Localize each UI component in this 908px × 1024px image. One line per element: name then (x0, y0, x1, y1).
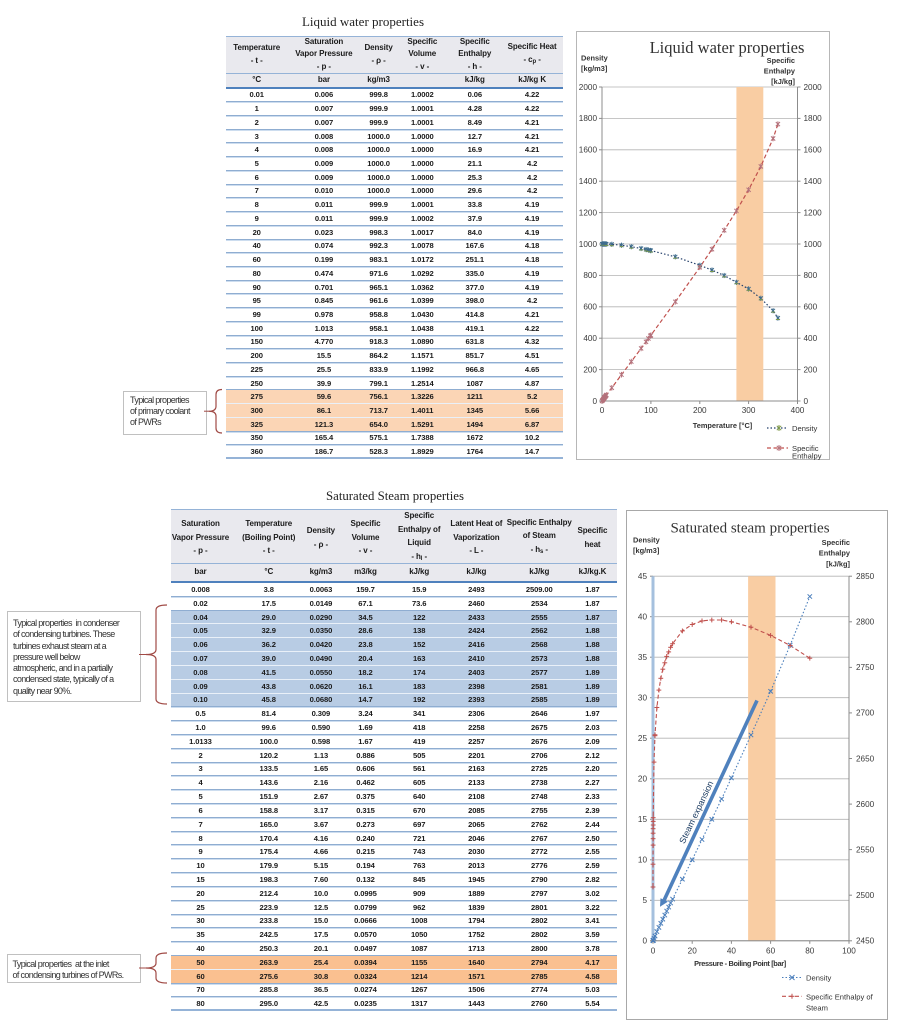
svg-text:Liquid water properties: Liquid water properties (650, 38, 805, 57)
svg-text:200: 200 (804, 365, 818, 374)
svg-text:[kJ/kg]: [kJ/kg] (826, 559, 850, 568)
svg-text:Density: Density (792, 424, 818, 433)
svg-text:Saturated steam properties: Saturated steam properties (670, 520, 829, 536)
svg-text:400: 400 (583, 334, 597, 343)
svg-text:0: 0 (651, 946, 656, 955)
svg-text:2600: 2600 (856, 799, 875, 808)
svg-text:1200: 1200 (579, 208, 598, 217)
svg-text:0: 0 (592, 397, 597, 406)
svg-text:1000: 1000 (804, 240, 823, 249)
svg-text:Steam: Steam (806, 1003, 828, 1012)
svg-text:2000: 2000 (804, 83, 823, 92)
svg-text:Enthalpy: Enthalpy (819, 548, 851, 557)
svg-text:1400: 1400 (804, 177, 823, 186)
svg-text:1600: 1600 (804, 146, 823, 155)
svg-text:20: 20 (638, 774, 648, 783)
svg-text:2750: 2750 (856, 663, 875, 672)
svg-text:200: 200 (583, 365, 597, 374)
svg-text:Enthalpy: Enthalpy (792, 452, 822, 461)
svg-text:15: 15 (638, 815, 648, 824)
svg-text:5: 5 (642, 896, 647, 905)
svg-text:Temperature [°C]: Temperature [°C] (693, 421, 753, 430)
svg-text:2550: 2550 (856, 845, 875, 854)
svg-text:1200: 1200 (804, 208, 823, 217)
svg-text:400: 400 (791, 406, 805, 415)
svg-text:300: 300 (742, 406, 756, 415)
svg-text:100: 100 (842, 946, 856, 955)
svg-text:[kJ/kg]: [kJ/kg] (771, 77, 795, 86)
svg-text:0: 0 (600, 406, 605, 415)
svg-text:Specific Enthalpy of: Specific Enthalpy of (806, 992, 874, 1001)
svg-text:35: 35 (638, 653, 648, 662)
svg-text:2000: 2000 (579, 83, 598, 92)
svg-text:1600: 1600 (579, 146, 598, 155)
svg-text:800: 800 (583, 271, 597, 280)
svg-text:2800: 2800 (856, 617, 875, 626)
svg-text:[kg/m3]: [kg/m3] (633, 546, 660, 555)
svg-text:800: 800 (804, 271, 818, 280)
svg-text:Density: Density (633, 535, 661, 544)
svg-text:40: 40 (727, 946, 737, 955)
svg-text:40: 40 (638, 612, 648, 621)
svg-text:20: 20 (688, 946, 698, 955)
svg-text:Specific: Specific (792, 444, 819, 453)
svg-text:200: 200 (693, 406, 707, 415)
svg-text:2450: 2450 (856, 936, 875, 945)
svg-text:2650: 2650 (856, 754, 875, 763)
svg-text:Density: Density (806, 973, 832, 982)
svg-text:2500: 2500 (856, 891, 875, 900)
svg-text:80: 80 (805, 946, 815, 955)
svg-text:0: 0 (804, 397, 809, 406)
svg-text:Specific: Specific (767, 56, 795, 65)
svg-text:600: 600 (804, 303, 818, 312)
svg-text:2700: 2700 (856, 708, 875, 717)
svg-text:60: 60 (766, 946, 776, 955)
svg-text:Specific: Specific (822, 538, 850, 547)
svg-text:10: 10 (638, 855, 648, 864)
svg-text:30: 30 (638, 693, 648, 702)
svg-text:1400: 1400 (579, 177, 598, 186)
svg-text:600: 600 (583, 303, 597, 312)
svg-text:25: 25 (638, 734, 648, 743)
svg-text:100: 100 (644, 406, 658, 415)
svg-text:400: 400 (804, 334, 818, 343)
svg-text:1000: 1000 (579, 240, 598, 249)
svg-text:1800: 1800 (579, 114, 598, 123)
svg-text:1800: 1800 (804, 114, 823, 123)
svg-text:Pressure - Boiling Point [bar]: Pressure - Boiling Point [bar] (694, 959, 787, 968)
svg-text:[kg/m3]: [kg/m3] (581, 64, 608, 73)
svg-text:0: 0 (642, 936, 647, 945)
svg-text:45: 45 (638, 572, 648, 581)
svg-text:Enthalpy: Enthalpy (764, 67, 796, 76)
svg-text:2850: 2850 (856, 572, 875, 581)
svg-text:Density: Density (581, 54, 609, 63)
